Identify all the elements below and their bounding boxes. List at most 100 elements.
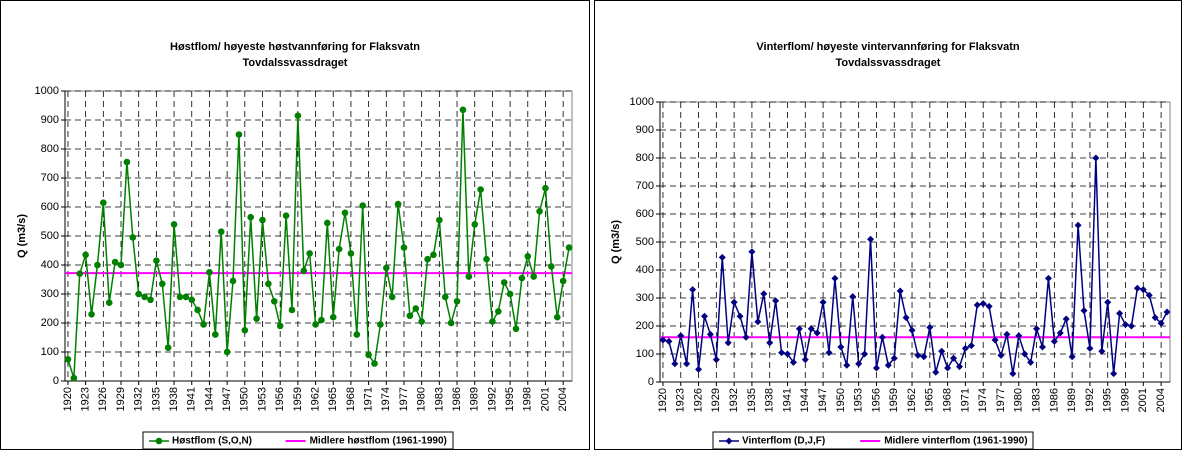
marker (212, 331, 219, 338)
marker (706, 330, 714, 338)
marker (406, 312, 414, 320)
x-tick-label: 1932 (133, 387, 145, 411)
y-tick-label: 200 (41, 317, 59, 329)
marker (1044, 274, 1052, 282)
marker (223, 348, 231, 356)
marker (1039, 343, 1046, 351)
marker (1003, 330, 1011, 338)
marker (1133, 284, 1141, 292)
marker (94, 261, 101, 269)
marker (76, 270, 84, 278)
x-tick-label: 1935 (150, 387, 162, 411)
marker (1056, 329, 1064, 337)
marker (760, 290, 768, 298)
marker (412, 305, 420, 312)
marker (837, 343, 845, 351)
marker (973, 301, 981, 309)
marker (353, 331, 361, 338)
marker (382, 264, 390, 272)
y-tick-label: 400 (41, 259, 59, 271)
legend-marker (155, 437, 163, 445)
x-tick-label: 1995 (1102, 388, 1114, 412)
x-tick-label: 1950 (239, 387, 251, 411)
marker (1062, 315, 1070, 323)
x-tick-label: 1992 (486, 387, 498, 411)
marker (878, 333, 886, 341)
marker (512, 325, 520, 333)
y-tick-label: 900 (636, 124, 654, 136)
marker (1145, 291, 1153, 299)
marker (730, 298, 738, 306)
chart: Høstflom/ høyeste høstvannføring for Fla… (16, 41, 573, 450)
x-tick-label: 1962 (906, 388, 918, 412)
marker (141, 293, 148, 301)
x-tick-label: 1944 (203, 387, 215, 411)
marker (536, 208, 543, 215)
x-tick-label: 1938 (168, 387, 180, 411)
marker (123, 158, 131, 166)
marker (265, 280, 272, 288)
marker (890, 354, 898, 362)
marker (388, 293, 396, 301)
marker (524, 252, 532, 260)
x-tick-label: 1926 (692, 388, 704, 412)
x-tick-label: 1971 (959, 388, 971, 412)
marker (1033, 325, 1041, 333)
marker (819, 298, 827, 306)
marker (1092, 154, 1100, 162)
legend-label: Midlere høstflom (1961-1990) (310, 436, 447, 447)
y-tick-label: 1000 (630, 96, 654, 108)
marker (359, 202, 367, 209)
marker (1015, 332, 1023, 340)
marker (347, 250, 355, 257)
x-tick-label: 1959 (888, 388, 900, 412)
marker (938, 347, 946, 355)
marker (855, 360, 863, 368)
chart: Vinterflom/ høyeste vintervannføring for… (610, 41, 1171, 450)
y-tick-label: 800 (41, 143, 59, 155)
y-tick-label: 1000 (35, 85, 59, 97)
marker (153, 257, 160, 264)
marker (689, 286, 697, 294)
marker (542, 184, 549, 192)
marker (436, 216, 443, 224)
x-tick-label: 1986 (451, 387, 463, 411)
x-tick-label: 1965 (327, 387, 339, 411)
marker (282, 212, 290, 219)
marker (950, 354, 958, 362)
marker (182, 293, 190, 301)
x-tick-label: 1941 (186, 387, 198, 411)
marker (518, 274, 526, 282)
marker (477, 186, 484, 193)
y-tick-label: 300 (636, 292, 654, 304)
marker (1021, 350, 1029, 358)
marker (1157, 319, 1165, 327)
marker (300, 267, 308, 275)
marker (365, 351, 372, 359)
x-tick-label: 1983 (1030, 388, 1042, 412)
marker (377, 321, 384, 328)
x-tick-label: 1923 (675, 388, 687, 412)
marker (659, 336, 667, 344)
marker (1009, 370, 1017, 378)
marker (447, 319, 455, 327)
x-tick-label: 1977 (398, 387, 410, 411)
marker (459, 106, 467, 114)
marker (105, 299, 113, 307)
marker (778, 349, 786, 357)
marker (158, 280, 166, 288)
marker (111, 258, 119, 266)
marker (88, 311, 95, 318)
marker (766, 339, 774, 347)
legend-label: Midlere vinterflom (1961-1990) (884, 436, 1027, 447)
marker (1104, 298, 1112, 306)
y-axis-label: Q (m3/s) (610, 220, 622, 264)
y-tick-label: 300 (41, 288, 59, 300)
marker (932, 368, 940, 376)
x-tick-label: 1974 (977, 388, 989, 412)
x-tick-label: 1926 (97, 387, 109, 411)
marker (861, 350, 869, 358)
marker (955, 363, 963, 371)
x-tick-label: 1929 (115, 387, 127, 411)
